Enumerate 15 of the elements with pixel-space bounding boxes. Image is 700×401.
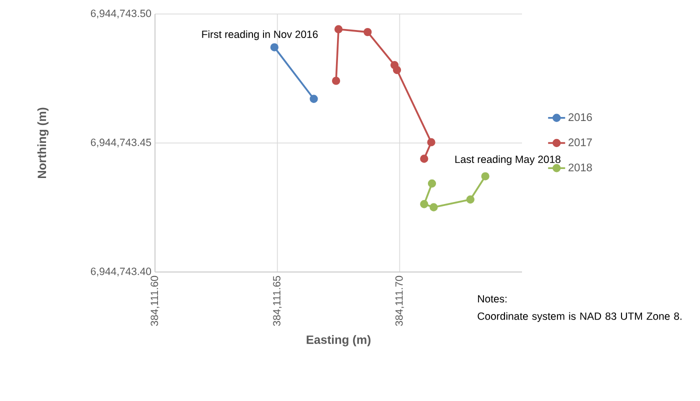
y-axis-title: Northing (m): [37, 108, 49, 178]
text: Notes:: [478, 295, 506, 303]
x-tick-label: 384,111.60: [150, 276, 160, 326]
legend-label: 2016: [568, 113, 592, 122]
legend-label: 2018: [568, 164, 592, 172]
y-tick-label: 6,944,743.50: [90, 10, 152, 18]
x-axis-title: Easting (m): [306, 335, 370, 346]
y-tick-label: 6,944,743.45: [90, 138, 152, 148]
y-tick-label: 6,944,743.40: [90, 268, 152, 276]
annotation: First reading in Nov 2016: [202, 30, 318, 40]
x-tick-label: 384,111.65: [273, 276, 282, 326]
legend-label: 2017: [568, 138, 592, 146]
x-tick-label: 384,111.70: [395, 276, 404, 326]
annotation: Last reading May 2018: [455, 155, 560, 166]
text: Coordinate system is NAD 83 UTM Zone 8.: [478, 312, 682, 322]
